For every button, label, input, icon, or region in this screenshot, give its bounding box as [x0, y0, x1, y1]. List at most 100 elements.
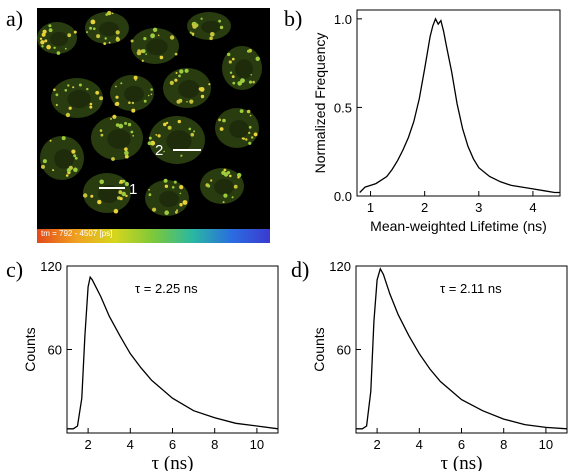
vesicle-dot	[65, 174, 69, 177]
vesicle-dot	[200, 94, 205, 99]
x-tick-label: 4	[529, 200, 536, 215]
vesicle-dot	[130, 130, 134, 134]
vesicle-dot	[95, 90, 100, 95]
vesicle-dot	[218, 118, 222, 122]
vesicle-dot	[253, 132, 258, 137]
vesicle-dot	[113, 208, 119, 214]
x-axis-label: τ (ns)	[441, 453, 483, 471]
vesicle-dot	[150, 33, 155, 39]
vesicle-dot	[55, 93, 59, 97]
vesicle-dot	[163, 178, 168, 183]
cell-nucleus	[214, 178, 234, 196]
vesicle-dot	[56, 51, 61, 55]
vesicle-dot	[246, 109, 251, 114]
vesicle-dot	[78, 83, 82, 87]
vesicle-dot	[189, 99, 194, 104]
vesicle-dot	[175, 72, 178, 74]
flim-image: 1 2	[37, 8, 270, 243]
vesicle-dot	[157, 34, 160, 37]
cell-nucleus	[235, 59, 253, 79]
vesicle-dot	[250, 73, 252, 76]
y-tick-label: 60	[48, 343, 62, 358]
vesicle-dot	[237, 172, 242, 178]
vesicle-dot	[223, 168, 227, 172]
vesicle-dot	[188, 127, 192, 131]
vesicle-dot	[152, 207, 157, 212]
vesicle-dot	[229, 174, 232, 178]
vesicle-dot	[245, 138, 248, 141]
panel-label-a: a)	[6, 6, 24, 31]
vesicle-dot	[231, 75, 235, 78]
vesicle-dot	[105, 13, 108, 16]
vesicle-dot	[48, 24, 52, 28]
vesicle-dot	[61, 136, 66, 141]
vesicle-dot	[120, 82, 123, 85]
vesicle-dot	[222, 201, 225, 204]
x-tick-label: 4	[416, 437, 423, 452]
vesicle-dot	[219, 127, 224, 131]
vesicle-dot	[207, 184, 211, 188]
vesicle-dot	[167, 125, 172, 130]
vesicle-dot	[111, 12, 114, 15]
vesicle-dot	[42, 159, 47, 164]
vesicle-dot	[145, 53, 147, 55]
vesicle-dot	[110, 117, 112, 120]
vesicle-dot	[44, 39, 48, 43]
vesicle-dot	[53, 46, 56, 49]
vesicle-dot	[178, 74, 181, 78]
vesicle-dot	[115, 85, 117, 88]
vesicle-dot	[251, 136, 254, 139]
y-tick-label: 120	[329, 259, 351, 274]
x-tick-label: 10	[539, 437, 553, 452]
y-axis-label: Normalized Frequency	[312, 33, 328, 174]
vesicle-dot	[124, 121, 128, 125]
cell-cluster	[37, 10, 262, 216]
vesicle-dot	[136, 50, 142, 56]
vesicle-dot	[73, 30, 77, 34]
vesicle-dot	[248, 80, 253, 84]
vesicle-dot	[147, 141, 152, 146]
vesicle-dot	[176, 209, 179, 212]
vesicle-dot	[255, 56, 260, 61]
vesicle-dot	[229, 71, 233, 74]
x-tick-label: 8	[500, 437, 507, 452]
x-tick-label: 2	[373, 437, 380, 452]
vesicle-dot	[115, 101, 120, 106]
vesicle-dot	[86, 87, 89, 91]
vesicle-dot	[159, 55, 164, 60]
vesicle-dot	[108, 41, 111, 44]
vesicle-dot	[99, 96, 104, 101]
vesicle-dot	[89, 102, 93, 106]
vesicle-dot	[169, 35, 175, 40]
series-line	[67, 275, 279, 430]
vesicle-dot	[121, 191, 127, 197]
vesicle-dot	[178, 98, 183, 103]
annotation-label: τ = 2.11 ns	[440, 281, 502, 296]
vesicle-dot	[248, 131, 251, 134]
vesicle-dot	[52, 169, 55, 172]
x-tick-label: 2	[421, 200, 428, 215]
x-tick-label: 1	[367, 200, 374, 215]
y-axis-label: Counts	[22, 327, 38, 371]
vesicle-dot	[122, 179, 126, 183]
vesicle-dot	[48, 28, 53, 33]
vesicle-dot	[198, 87, 203, 91]
vesicle-dot	[179, 69, 184, 74]
panel-label-c: c)	[6, 257, 24, 282]
vesicle-dot	[131, 101, 135, 105]
vesicle-dot	[143, 99, 147, 103]
vesicle-dot	[227, 52, 231, 57]
vesicle-dot	[115, 30, 120, 35]
vesicle-dot	[119, 197, 123, 201]
vesicle-dot	[218, 19, 222, 23]
vesicle-dot	[232, 57, 235, 61]
vesicle-dot	[177, 119, 181, 124]
vesicle-dot	[49, 139, 52, 142]
vesicle-dot	[163, 122, 167, 127]
x-tick-label: 4	[127, 437, 134, 452]
vesicle-dot	[140, 49, 144, 53]
x-tick-label: 8	[211, 437, 218, 452]
vesicle-dot	[125, 194, 128, 198]
vesicle-dot	[115, 95, 119, 99]
